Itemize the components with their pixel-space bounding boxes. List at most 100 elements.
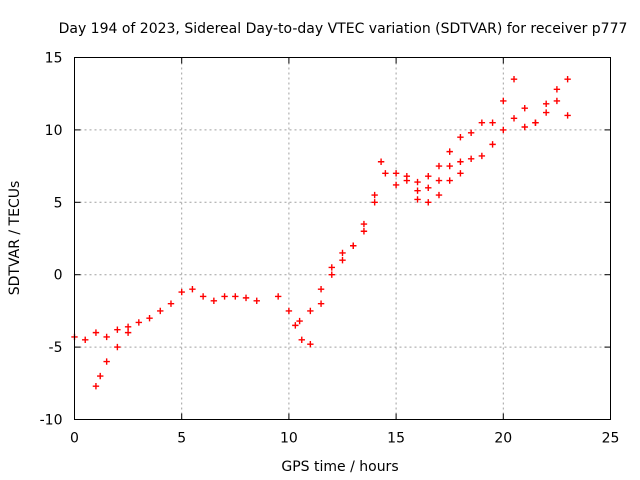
data-point [435,177,443,184]
data-point [92,382,100,390]
data-point [377,158,385,165]
data-point [403,173,411,180]
data-point [232,293,239,300]
data-point [360,220,368,228]
data-point [392,181,400,189]
x-tick-label: 20 [494,431,512,447]
data-point [414,178,421,186]
data-point [135,319,143,326]
data-point [178,288,185,296]
data-point [435,162,443,170]
data-point [285,307,293,315]
data-point [167,300,175,307]
x-tick-label: 10 [280,431,298,447]
data-point [210,297,218,304]
axis-ticks: 0 5 10 15 20 25 -10 -5 0 5 10 15 [40,51,620,447]
data-point [446,148,453,155]
data-point [371,199,378,206]
data-point [371,191,378,199]
data-point [425,199,432,206]
data-point [189,285,196,293]
data-point [253,297,260,304]
data-point [553,86,561,93]
data-point [467,155,475,163]
data-point [478,119,486,126]
data-point [457,158,464,165]
data-point [532,119,539,126]
data-point [242,294,250,302]
data-point [82,336,89,344]
x-axis-label: GPS time / hours [281,459,398,475]
data-marks [71,76,571,390]
chart-title: Day 194 of 2023, Sidereal Day-to-day VTE… [59,21,628,37]
data-point [425,184,432,192]
data-point [500,97,507,105]
data-point [350,242,357,249]
data-point [500,126,507,134]
data-point [274,293,282,300]
x-tick-label: 5 [177,431,186,447]
data-point [296,317,303,325]
grid [74,57,611,420]
data-point [97,372,104,380]
data-point [510,115,518,122]
y-tick-label: -5 [49,340,63,356]
data-point [317,285,325,293]
data-point [553,97,561,105]
data-point [339,257,346,264]
data-point [425,173,432,180]
series-track-d [296,191,378,325]
data-point [392,170,400,177]
data-point [435,191,443,199]
data-point [489,119,496,126]
x-tick-label: 25 [602,431,620,447]
data-point [199,293,207,300]
data-point [382,170,389,177]
data-point [124,329,132,336]
data-point [339,249,346,257]
data-point [292,322,299,329]
data-point [114,326,121,333]
series-track-e [392,76,571,186]
data-point [564,76,571,83]
data-point [328,271,335,278]
series-track-a [71,285,260,344]
data-point [521,104,528,112]
data-point [457,170,464,177]
data-point [521,123,528,131]
data-point [446,162,453,170]
data-point [360,228,368,235]
data-point [478,152,486,160]
data-point [103,358,110,365]
data-point [124,323,132,331]
x-tick-label: 0 [70,431,79,447]
data-point [298,336,305,344]
data-point [317,300,325,307]
series-track-f [414,170,464,206]
data-point [92,329,100,336]
y-tick-label: 15 [45,51,63,67]
series-track-b [92,329,132,390]
data-point [542,100,550,108]
data-point [146,314,153,322]
data-point [103,333,110,341]
data-point [489,141,496,148]
y-tick-label: 0 [54,268,63,284]
data-point [564,112,571,119]
data-point [414,187,421,194]
y-tick-label: -10 [40,413,63,429]
data-point [414,196,421,203]
data-point [307,341,314,348]
data-point [467,129,475,136]
x-tick-label: 15 [387,431,405,447]
plot-frame [74,57,611,420]
data-point [328,264,335,271]
data-point [157,307,164,315]
series-track-c [274,76,571,348]
data-point [307,307,314,315]
y-axis-label: SDTVAR / TECUs [7,181,23,296]
data-point [114,343,121,351]
data-point [542,109,550,116]
data-point [510,76,518,83]
